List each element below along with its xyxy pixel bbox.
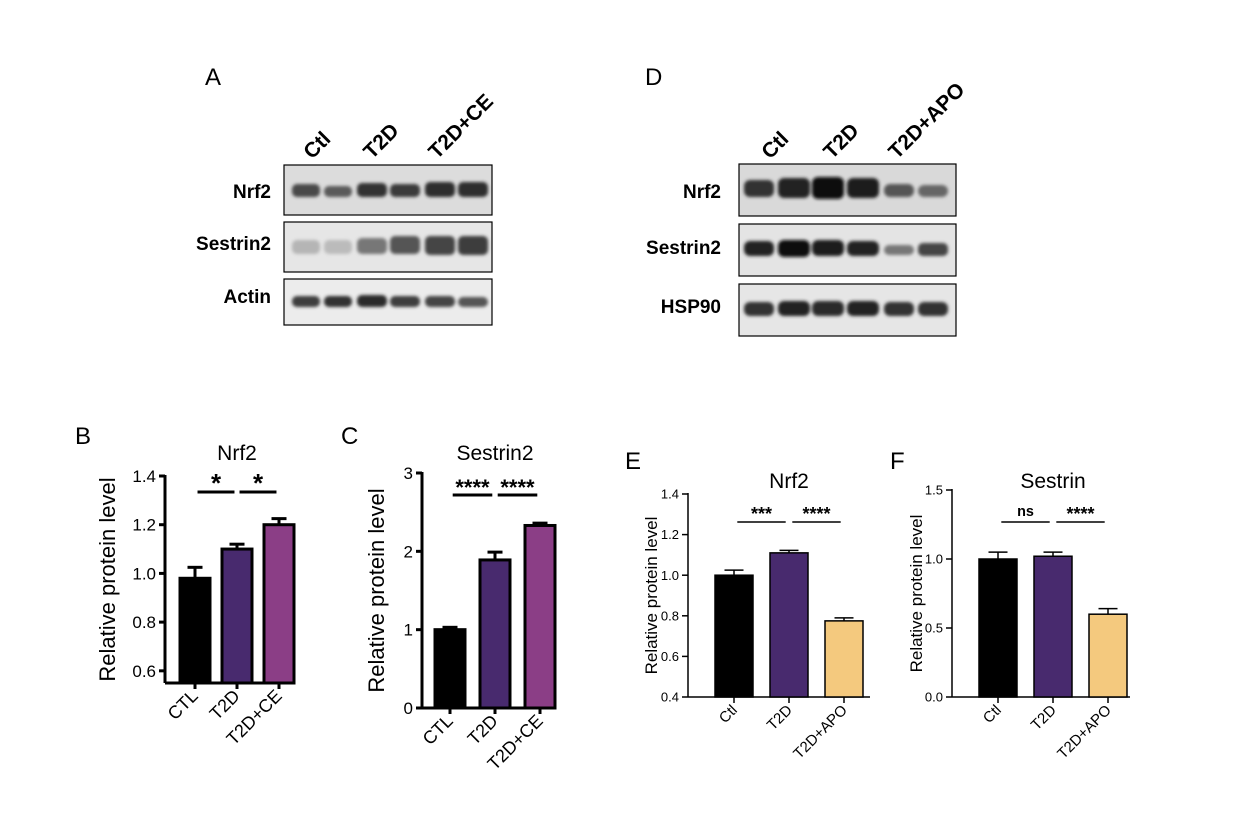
blot-strip-hsp90: [738, 283, 957, 337]
chart-title: Nrf2: [769, 470, 809, 493]
panel-label: B: [75, 423, 91, 450]
y-tick-label: 0.8: [661, 608, 679, 623]
panel-label-a: A: [205, 64, 221, 91]
y-tick-label: 1.0: [661, 568, 679, 583]
bar-t2d: [1033, 555, 1073, 698]
bar-chart-f: F Sestrin Relative protein level 0.0 0.5 1.0 1…: [890, 448, 1130, 762]
bar-ctl: [978, 558, 1018, 698]
y-tick-label: 1.2: [132, 516, 156, 535]
y-axis-label: Relative protein level: [95, 477, 120, 681]
significance-label: ns: [1017, 504, 1034, 520]
blot-strip-sestrin2: [283, 221, 493, 273]
significance-label: ****: [1066, 504, 1094, 524]
y-tick-label: 1.4: [132, 467, 156, 486]
row-label-nrf2: Nrf2: [233, 182, 271, 203]
chart-title: Sestrin2: [456, 442, 533, 465]
x-tick-label: T2D: [464, 711, 502, 749]
row-label-nrf2: Nrf2: [683, 182, 721, 203]
panel-label: C: [341, 423, 358, 450]
bar-ctl: [178, 576, 212, 685]
bar-chart-b: B Nrf2 Relative protein level 0.6 0.8 1.0 1.2 1…: [75, 423, 296, 749]
panel-label-d: D: [645, 64, 662, 91]
x-tick-label: CTL: [419, 711, 457, 749]
bar-t2d-ce: [262, 523, 296, 685]
y-tick-label: 0.8: [132, 613, 156, 632]
y-tick-label: 1: [404, 621, 413, 640]
blot-strip-sestrin2: [738, 223, 957, 277]
significance-label: ****: [802, 504, 830, 524]
significance-label: ****: [455, 475, 490, 500]
x-tick-label: Ctl: [980, 702, 1005, 727]
blot-panel-a: A Ctl T2D T2D+CE Nrf2 Sestrin2 Actin: [196, 64, 498, 326]
bar-t2d: [769, 552, 809, 698]
y-tick-label: 0.5: [925, 621, 943, 636]
lane-label-t2d-apo: T2D+APO: [884, 78, 969, 163]
lane-label-t2d: T2D: [359, 119, 403, 163]
bar-t2d: [220, 547, 254, 685]
lane-label-t2d: T2D: [819, 119, 863, 163]
x-tick-label: Ctl: [716, 702, 741, 727]
y-tick-label: 0.0: [925, 690, 943, 705]
panel-label: E: [625, 448, 641, 475]
x-tick-label: T2D: [1028, 702, 1060, 734]
y-axis-label: Relative protein level: [642, 517, 661, 675]
y-tick-label: 0.6: [661, 649, 679, 664]
y-tick-label: 3: [404, 464, 413, 483]
bar-chart-c: C Sestrin2 Relative protein level 0 1 2 3 CTL T2…: [341, 423, 557, 774]
y-tick-label: 1.0: [925, 552, 943, 567]
y-tick-label: 1.5: [925, 483, 943, 498]
bar-ctl: [714, 574, 754, 698]
y-tick-label: 0.6: [132, 662, 156, 681]
y-axis-label: Relative protein level: [364, 488, 389, 692]
bar-t2d-ce: [523, 523, 557, 710]
x-tick-label: T2D+APO: [790, 702, 851, 763]
blot-strip-actin: [283, 278, 493, 326]
y-tick-label: 0.4: [661, 690, 679, 705]
row-label-hsp90: HSP90: [661, 297, 721, 318]
chart-title: Sestrin: [1020, 470, 1085, 493]
significance-label: ****: [500, 475, 535, 500]
y-tick-label: 0: [404, 699, 413, 718]
y-tick-label: 1.4: [661, 487, 679, 502]
bar-ctl: [433, 628, 467, 710]
panel-label: F: [890, 448, 905, 475]
x-tick-label: T2D+APO: [1054, 702, 1115, 763]
blot-strip-nrf2: [738, 163, 957, 217]
x-tick-label: T2D: [764, 702, 796, 734]
x-tick-label: CTL: [164, 686, 202, 724]
bar-t2d-apo: [1088, 613, 1128, 698]
lane-label-t2d-ce: T2D+CE: [424, 90, 498, 164]
y-tick-label: 1.0: [132, 564, 156, 583]
blot-panel-d: D Ctl T2D T2D+APO Nrf2 Sestrin2 HSP90: [645, 64, 969, 337]
significance-label: *: [211, 468, 222, 498]
blot-strip-nrf2: [283, 164, 493, 216]
significance-label: ***: [751, 504, 772, 524]
significance-label: *: [253, 468, 264, 498]
y-tick-label: 2: [404, 542, 413, 561]
row-label-sestrin2: Sestrin2: [646, 238, 721, 259]
y-axis-label: Relative protein level: [907, 515, 926, 673]
lane-label-ctl: Ctl: [299, 127, 335, 163]
bar-t2d-apo: [824, 620, 864, 698]
y-tick-label: 1.2: [661, 527, 679, 542]
row-label-sestrin2: Sestrin2: [196, 234, 271, 255]
bar-t2d: [478, 558, 512, 710]
row-label-actin: Actin: [224, 287, 272, 308]
chart-title: Nrf2: [217, 442, 257, 465]
lane-label-ctl: Ctl: [757, 127, 793, 163]
